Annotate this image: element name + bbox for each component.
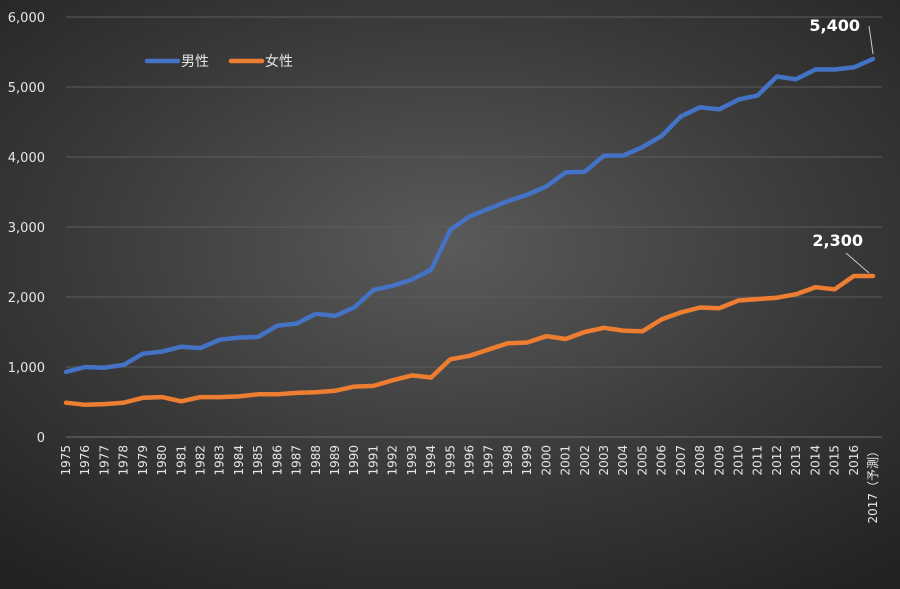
y-axis: 0 1,000 2,000 3,000 4,000 5,000 6,000 bbox=[8, 11, 45, 446]
x-tick-label: 2003 bbox=[597, 445, 611, 476]
callout-leader bbox=[868, 25, 874, 55]
x-tick-label: 1979 bbox=[136, 445, 150, 476]
x-tick-label: 1978 bbox=[117, 445, 131, 476]
legend: 男性 女性 bbox=[144, 53, 293, 70]
x-tick-label: 2012 bbox=[770, 445, 784, 476]
x-tick-label: 2005 bbox=[635, 445, 649, 476]
y-tick-label: 1,000 bbox=[8, 361, 45, 376]
x-tick-label: 1988 bbox=[309, 445, 323, 476]
x-tick-label: 1995 bbox=[443, 445, 457, 476]
x-tick-label: 2009 bbox=[712, 445, 726, 476]
x-tick-label: 1982 bbox=[194, 445, 208, 476]
x-tick-label: 1989 bbox=[328, 445, 342, 476]
callout-leader bbox=[845, 252, 870, 274]
x-tick-label: 1999 bbox=[520, 445, 534, 476]
x-tick-label: 1997 bbox=[482, 445, 496, 476]
series-line-1 bbox=[63, 56, 876, 375]
y-tick-label: 4,000 bbox=[8, 151, 45, 166]
x-tick-label: 1976 bbox=[78, 445, 92, 476]
x-tick-label: 1991 bbox=[366, 445, 380, 476]
callouts: 5,400 2,300 bbox=[809, 16, 874, 274]
x-tick-label: 2002 bbox=[578, 445, 592, 476]
x-tick-label: 2016 bbox=[847, 445, 861, 476]
y-tick-label: 2,000 bbox=[8, 291, 45, 306]
x-tick-label: 1980 bbox=[155, 445, 169, 476]
x-tick-label: 2014 bbox=[808, 445, 822, 476]
x-tick-label: 1983 bbox=[213, 445, 227, 476]
series-line-2 bbox=[63, 273, 876, 408]
x-tick-label: 1977 bbox=[97, 445, 111, 476]
y-tick-label: 3,000 bbox=[8, 221, 45, 236]
x-tick-label: 2008 bbox=[693, 445, 707, 476]
x-tick-label: 2000 bbox=[539, 445, 553, 476]
y-tick-label: 0 bbox=[37, 431, 45, 446]
x-tick-label: 1984 bbox=[232, 445, 246, 476]
x-tick-label: 1986 bbox=[270, 445, 284, 476]
x-tick-label: 1998 bbox=[501, 445, 515, 476]
legend-label: 男性 bbox=[181, 54, 209, 70]
x-tick-label: 2013 bbox=[789, 445, 803, 476]
x-axis: 1975 1976 1977 1978 1979 1980 1981 1982 1983 1984… bbox=[59, 445, 880, 524]
callout-label: 5,400 bbox=[809, 16, 860, 35]
x-tick-label: 2017（予測） bbox=[866, 445, 880, 524]
x-tick-label: 1987 bbox=[290, 445, 304, 476]
x-tick-label: 2011 bbox=[751, 445, 765, 476]
x-tick-label: 2006 bbox=[655, 445, 669, 476]
x-tick-label: 1981 bbox=[174, 445, 188, 476]
x-tick-label: 2004 bbox=[616, 445, 630, 476]
series-lines bbox=[63, 56, 876, 408]
x-tick-label: 1993 bbox=[405, 445, 419, 476]
x-tick-label: 1992 bbox=[386, 445, 400, 476]
legend-label: 女性 bbox=[265, 53, 293, 70]
x-tick-label: 1996 bbox=[463, 445, 477, 476]
x-tick-label: 1994 bbox=[424, 445, 438, 476]
x-tick-label: 1985 bbox=[251, 445, 265, 476]
x-tick-label: 2015 bbox=[828, 445, 842, 476]
gridlines bbox=[66, 16, 882, 438]
x-tick-label: 2001 bbox=[559, 445, 573, 476]
x-tick-label: 1990 bbox=[347, 445, 361, 476]
x-tick-label: 2007 bbox=[674, 445, 688, 476]
y-tick-label: 5,000 bbox=[8, 81, 45, 96]
callout-label: 2,300 bbox=[812, 231, 863, 250]
y-tick-label: 6,000 bbox=[8, 11, 45, 26]
x-tick-label: 1975 bbox=[59, 445, 73, 476]
x-tick-label: 2010 bbox=[732, 445, 746, 476]
